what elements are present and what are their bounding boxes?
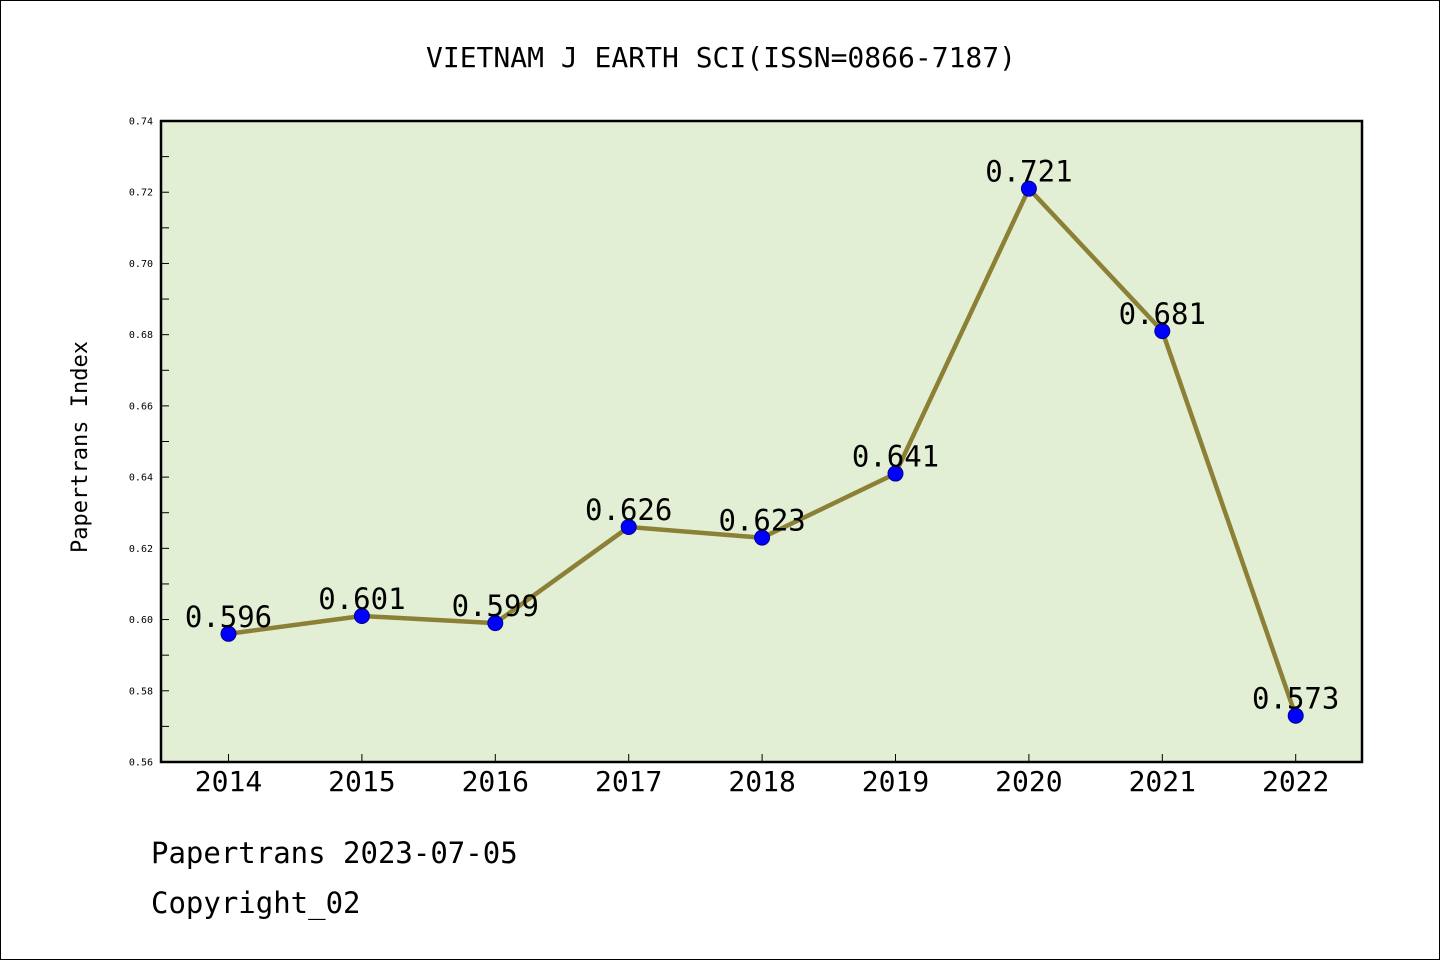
data-label: 0.641: [852, 440, 939, 474]
y-tick-label: 0.70: [129, 259, 153, 270]
x-tick-label: 2014: [195, 765, 262, 798]
x-tick-label: 2015: [328, 765, 395, 798]
y-tick-label: 0.62: [129, 544, 153, 555]
y-tick-label: 0.58: [129, 686, 153, 697]
x-tick-label: 2021: [1129, 765, 1196, 798]
footer-copyright: Copyright_02: [151, 886, 361, 920]
y-axis: 0.56 0.58 0.60 0.62 0.64 0.66 0.68 0.70 0.72 0.74: [129, 117, 169, 769]
footer-date: Papertrans 2023-07-05: [151, 836, 518, 870]
y-tick-label: 0.72: [129, 188, 153, 199]
y-tick-label: 0.60: [129, 615, 153, 626]
data-point-marker: [887, 465, 904, 482]
data-label: 0.601: [318, 582, 405, 616]
data-point-marker: [1287, 707, 1304, 724]
x-tick-label: 2016: [462, 765, 529, 798]
plot-frame: [159, 119, 1364, 764]
y-tick-label: 0.68: [129, 330, 153, 341]
data-label: 0.623: [718, 504, 805, 538]
data-point-marker: [1154, 323, 1171, 340]
chart-title: VIETNAM J EARTH SCI(ISSN=0866-7187): [426, 41, 1016, 74]
data-point-marker: [620, 518, 637, 535]
data-point-marker: [754, 529, 771, 546]
x-axis: 2014 2015 2016 2017 2018 2019 2020 2021 2022: [195, 754, 1329, 798]
data-label: 0.681: [1119, 297, 1206, 331]
y-axis-label: Papertrans Index: [68, 341, 93, 553]
data-point-marker: [487, 615, 504, 632]
data-series: 0.596 0.601 0.599 0.626 0.623 0.641 0.721 0.681…: [185, 155, 1339, 724]
y-tick-label: 0.66: [129, 401, 153, 412]
data-label: 0.596: [185, 600, 272, 634]
data-point-marker: [1020, 180, 1037, 197]
data-label: 0.721: [985, 155, 1072, 189]
plot-area: [161, 121, 1362, 762]
x-tick-label: 2018: [728, 765, 795, 798]
data-point-marker: [220, 625, 237, 642]
data-label: 0.626: [585, 493, 672, 527]
x-tick-label: 2022: [1262, 765, 1329, 798]
x-tick-label: 2020: [995, 765, 1062, 798]
data-label: 0.599: [452, 589, 539, 623]
y-tick-label: 0.56: [129, 758, 153, 769]
y-tick-label: 0.74: [129, 117, 153, 128]
x-tick-label: 2019: [862, 765, 929, 798]
y-tick-label: 0.64: [129, 473, 153, 484]
data-label: 0.573: [1252, 682, 1339, 716]
data-point-marker: [353, 607, 370, 624]
x-tick-label: 2017: [595, 765, 662, 798]
